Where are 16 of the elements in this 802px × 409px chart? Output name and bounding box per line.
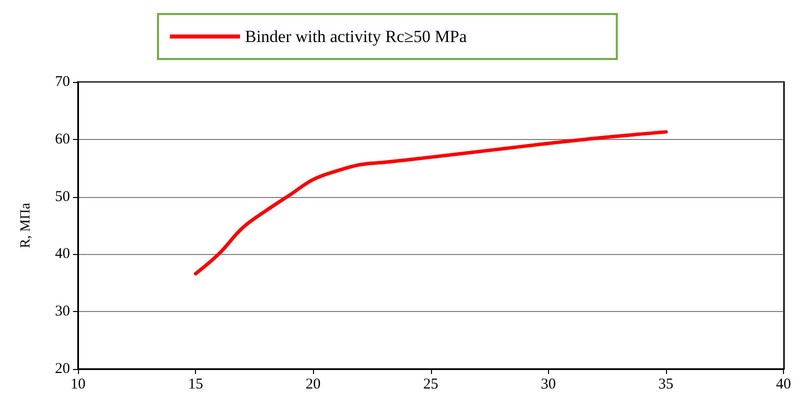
x-tick-label: 25 — [423, 376, 438, 392]
y-tick-label: 40 — [55, 246, 70, 262]
x-tick-label: 35 — [658, 376, 674, 392]
x-tick-label: 30 — [540, 376, 556, 392]
y-tick-label: 70 — [55, 74, 70, 90]
y-tick-label: 50 — [55, 188, 70, 205]
x-tick-label: 10 — [70, 376, 86, 392]
y-axis-title: R, MПa — [18, 202, 34, 248]
y-tick-label: 60 — [55, 131, 70, 148]
x-tick-label: 20 — [306, 376, 321, 392]
y-tick-label: 20 — [55, 361, 70, 377]
y-tick-label: 30 — [55, 304, 70, 320]
legend-label: Binder with activity Rc≥50 MPa — [245, 27, 468, 46]
line-series — [194, 130, 668, 276]
x-tick-label: 15 — [188, 376, 204, 392]
x-tick-label: 40 — [776, 376, 791, 392]
